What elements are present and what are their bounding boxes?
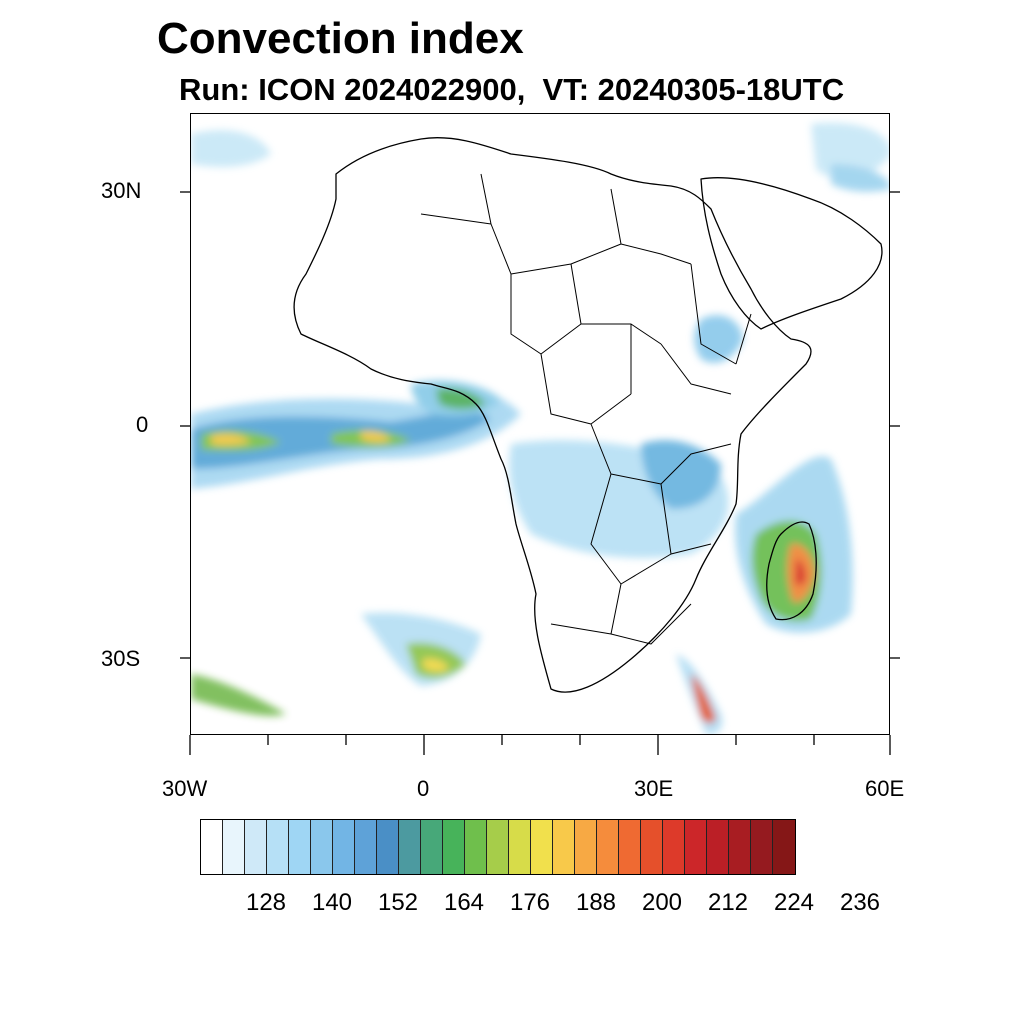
lon-ticks — [189, 735, 891, 755]
lon-label-30e: 30E — [634, 776, 674, 801]
colorbar-label: 200 — [641, 889, 683, 916]
convection-north-east — [811, 122, 889, 179]
colorbar-swatch — [245, 820, 267, 874]
convection-sa-streak-core — [691, 674, 716, 724]
colorbar-label: 140 — [311, 889, 353, 916]
colorbar-swatch — [311, 820, 333, 874]
convection-madagascar-max — [795, 559, 806, 586]
convection-sw-streak — [191, 674, 286, 716]
lat-label-30n: 30N — [101, 178, 142, 203]
colorbar-swatch — [575, 820, 597, 874]
colorbar-swatch — [553, 820, 575, 874]
map-canvas — [191, 122, 889, 734]
madagascar-coastline — [766, 521, 817, 621]
colorbar-swatch — [465, 820, 487, 874]
convection-north-west — [191, 130, 271, 167]
colorbar-swatch — [641, 820, 663, 874]
convection-congo-core — [641, 440, 721, 509]
convection-atlantic-peak — [211, 431, 391, 446]
colorbar-label: 188 — [575, 889, 617, 916]
colorbar-swatch — [487, 820, 509, 874]
africa-coastline — [293, 137, 812, 693]
colorbar-label: 236 — [839, 889, 881, 916]
colorbar-swatch — [597, 820, 619, 874]
lat-label-30s: 30S — [101, 646, 141, 671]
convection-guinea-core — [436, 388, 486, 410]
axis-ticks — [180, 191, 900, 755]
colorbar-swatch — [707, 820, 729, 874]
colorbar-label: 152 — [377, 889, 419, 916]
colorbar-swatch — [333, 820, 355, 874]
colorbar — [200, 819, 796, 875]
colorbar-swatch — [663, 820, 685, 874]
lon-label-60e: 60E — [865, 776, 905, 801]
convection-mid-east — [831, 164, 889, 192]
colorbar-swatch — [729, 820, 751, 874]
convection-atlantic-high — [201, 429, 411, 452]
colorbar-swatch — [355, 820, 377, 874]
colorbar-swatch — [509, 820, 531, 874]
colorbar-swatch — [751, 820, 773, 874]
convection-satlantic-peak — [423, 658, 449, 672]
colorbar-label: 164 — [443, 889, 485, 916]
colorbar-swatch — [399, 820, 421, 874]
colorbar-label: 212 — [707, 889, 749, 916]
colorbar-swatch — [289, 820, 311, 874]
country-borders — [420, 173, 752, 645]
map-title: Convection index — [157, 14, 524, 63]
colorbar-swatch — [685, 820, 707, 874]
lon-label-30w: 30W — [162, 776, 208, 801]
lat-label-0: 0 — [136, 412, 149, 437]
coastlines — [293, 137, 883, 693]
colorbar-swatch — [531, 820, 553, 874]
lon-label-0: 0 — [417, 776, 430, 801]
colorbar-swatch — [201, 820, 223, 874]
colorbar-swatch — [619, 820, 641, 874]
colorbar-swatch — [377, 820, 399, 874]
convection-ethiopia — [694, 315, 743, 363]
colorbar-swatch — [223, 820, 245, 874]
lat-ticks — [180, 191, 900, 659]
colorbar-label: 176 — [509, 889, 551, 916]
colorbar-label: 128 — [245, 889, 287, 916]
arabia-coastline — [700, 177, 883, 330]
map-subtitle: Run: ICON 2024022900, VT: 20240305-18UTC — [179, 72, 845, 107]
colorbar-swatch — [267, 820, 289, 874]
colorbar-swatch — [773, 820, 795, 874]
colorbar-label: 224 — [773, 889, 815, 916]
colorbar-swatch — [443, 820, 465, 874]
map-panel — [190, 113, 890, 735]
convection-field — [191, 122, 889, 734]
colorbar-swatch — [421, 820, 443, 874]
